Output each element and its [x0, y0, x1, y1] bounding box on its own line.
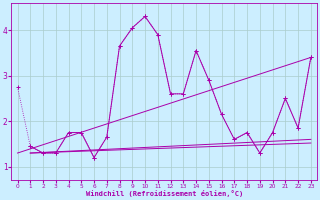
X-axis label: Windchill (Refroidissement éolien,°C): Windchill (Refroidissement éolien,°C)	[85, 190, 243, 197]
